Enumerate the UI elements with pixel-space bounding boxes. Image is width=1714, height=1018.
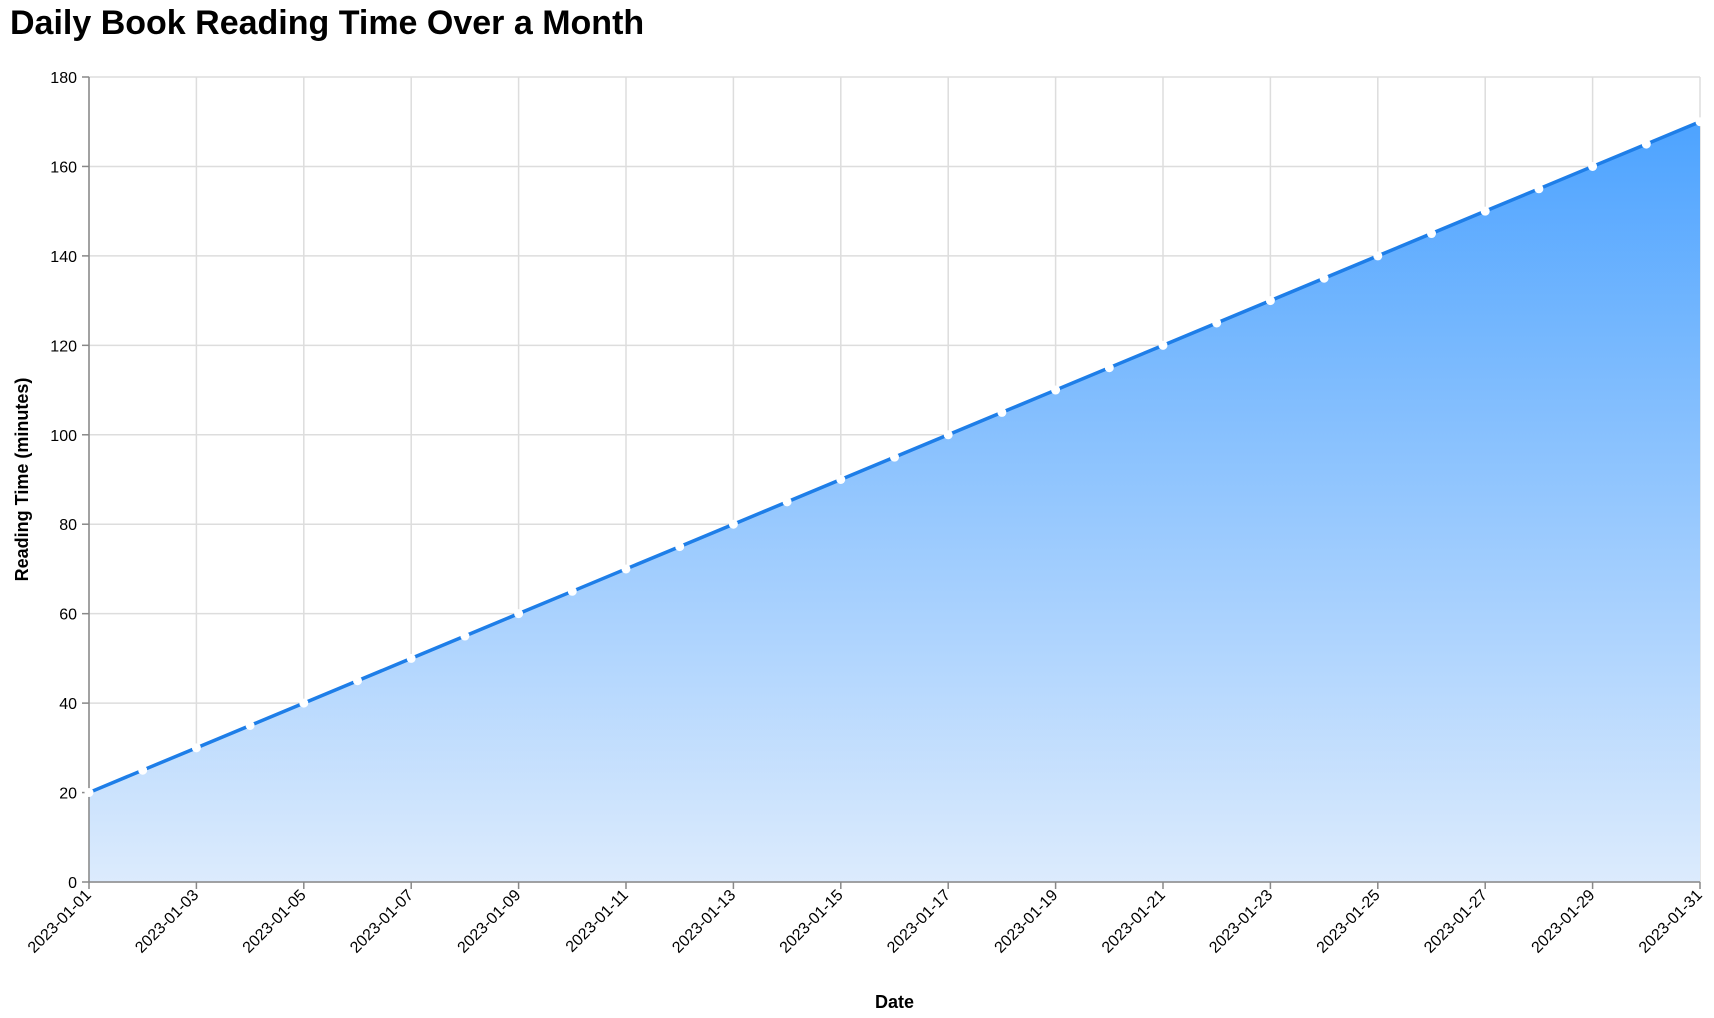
x-tick-label: 2023-01-15 (777, 887, 847, 957)
data-point (621, 564, 631, 574)
data-point (514, 609, 524, 619)
x-axis-title: Date (875, 992, 914, 1012)
y-tick-label: 120 (50, 338, 77, 355)
data-point (245, 720, 255, 730)
data-point (782, 497, 792, 507)
data-point (406, 653, 416, 663)
data-point (1427, 229, 1436, 239)
x-tick-label: 2023-01-31 (1636, 887, 1706, 957)
data-point (1480, 206, 1490, 216)
y-tick-label: 60 (59, 607, 77, 624)
data-point (1104, 363, 1114, 373)
y-tick-label: 40 (59, 696, 77, 713)
data-point (1373, 251, 1383, 261)
y-tick-label: 100 (50, 428, 77, 445)
data-point (191, 743, 201, 753)
y-tick-label: 140 (50, 249, 77, 266)
data-point (890, 452, 899, 462)
y-tick-label: 180 (50, 70, 77, 87)
x-tick-label: 2023-01-19 (992, 887, 1062, 957)
data-point (675, 542, 685, 552)
data-point (836, 475, 846, 484)
x-tick-label: 2023-01-05 (240, 887, 310, 957)
y-tick-label: 0 (68, 875, 77, 892)
x-tick-label: 2023-01-25 (1314, 887, 1384, 957)
x-tick-label: 2023-01-13 (669, 887, 739, 957)
data-point (1158, 340, 1168, 350)
y-tick-label: 160 (50, 159, 77, 176)
data-point (567, 586, 577, 596)
x-tick-label: 2023-01-27 (1421, 887, 1491, 957)
y-tick-label: 80 (59, 517, 77, 534)
x-tick-label: 2023-01-01 (25, 887, 95, 957)
x-tick-label: 2023-01-21 (1099, 887, 1169, 957)
data-point (1695, 117, 1705, 127)
data-point (1051, 385, 1061, 395)
data-point (1319, 273, 1329, 283)
chart-title: Daily Book Reading Time Over a Month (10, 4, 645, 42)
data-point (997, 407, 1007, 417)
x-tick-label: 2023-01-03 (132, 887, 202, 957)
x-tick-label: 2023-01-17 (884, 887, 954, 957)
area-layer (89, 121, 1700, 882)
area-fill (89, 121, 1700, 882)
data-point (1534, 184, 1544, 194)
data-point (138, 765, 148, 775)
y-tick-label: 20 (59, 786, 77, 803)
x-tick-label: 2023-01-11 (563, 887, 632, 956)
x-tick-label: 2023-01-09 (455, 887, 525, 957)
x-tick-label: 2023-01-23 (1206, 887, 1276, 957)
data-points (84, 117, 1705, 798)
data-point (460, 631, 470, 641)
data-point (1212, 318, 1222, 328)
y-axis-title: Reading Time (minutes) (12, 378, 32, 582)
data-point (1588, 161, 1598, 171)
data-point (943, 430, 953, 440)
x-tick-label: 2023-01-29 (1529, 887, 1599, 957)
data-point (299, 698, 309, 708)
data-point (728, 519, 738, 529)
data-point (1641, 139, 1651, 149)
data-point (1265, 296, 1275, 306)
data-point (84, 788, 94, 798)
x-tick-label: 2023-01-07 (347, 887, 417, 957)
data-point (353, 676, 362, 686)
axes (82, 76, 1701, 889)
